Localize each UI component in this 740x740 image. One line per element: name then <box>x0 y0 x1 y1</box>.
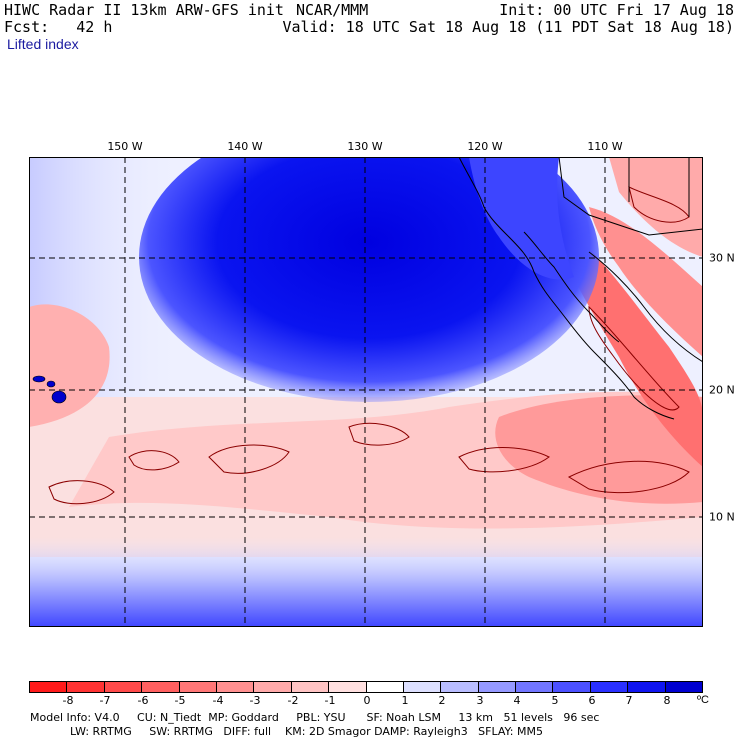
colorbar-swatch <box>365 682 403 692</box>
colorbar <box>29 681 703 693</box>
hawaii-west-unstable <box>29 304 110 427</box>
colorbar-tick: -7 <box>99 694 111 707</box>
equatorial-stable-band <box>29 537 703 627</box>
lon-label-120w: 120 W <box>467 140 503 153</box>
colorbar-tick: -2 <box>287 694 299 707</box>
colorbar-tick: 0 <box>363 694 371 707</box>
colorbar-tick: -3 <box>249 694 261 707</box>
colorbar-tick: 8 <box>663 694 671 707</box>
colorbar-swatch <box>178 682 216 692</box>
lon-label-130w: 130 W <box>347 140 383 153</box>
colorbar-swatch <box>103 682 142 692</box>
org-label: NCAR/MMM <box>296 1 369 19</box>
field-name: Lifted index <box>7 36 79 52</box>
lat-lon-grid <box>29 157 703 627</box>
colorbar-tick: 6 <box>588 694 596 707</box>
hawaii-islands <box>32 375 67 404</box>
colorbar-tick: -5 <box>174 694 186 707</box>
lon-label-110w: 110 W <box>587 140 623 153</box>
lifted-index-map <box>29 157 703 627</box>
lat-label-20n: 20 N <box>709 383 735 397</box>
model-info-line-1: Model Info: V4.0 CU: N_Tiedt MP: Goddard… <box>30 711 600 724</box>
colorbar-swatch <box>66 682 104 692</box>
lon-label-140w: 140 W <box>227 140 263 153</box>
map-frame <box>29 157 703 627</box>
colorbar-swatch <box>30 682 67 692</box>
colorbar-tick: -8 <box>62 694 74 707</box>
colorbar-tick: -4 <box>212 694 224 707</box>
init-time: Init: 00 UTC Fri 17 Aug 18 <box>499 1 734 19</box>
colorbar-swatch <box>290 682 329 692</box>
colorbar-swatch <box>440 682 478 692</box>
lifted-index-contours <box>48 186 690 505</box>
colorbar-tick: 5 <box>551 694 559 707</box>
colorbar-tick: 4 <box>513 694 521 707</box>
colorbar-swatch <box>627 682 665 692</box>
colorbar-swatch <box>477 682 516 692</box>
colorbar-tick: 7 <box>625 694 633 707</box>
colorbar-swatch <box>215 682 254 692</box>
coastal-stable-wedge <box>469 157 574 280</box>
colorbar-swatch <box>515 682 553 692</box>
colorbar-tick: 2 <box>438 694 446 707</box>
colorbar-tick: -1 <box>324 694 336 707</box>
colorbar-swatch <box>552 682 590 692</box>
model-title: HIWC Radar II 13km ARW-GFS init <box>4 1 284 19</box>
model-info-line-2: LW: RRTMG SW: RRTMG DIFF: full KM: 2D Sm… <box>70 725 543 738</box>
lat-label-30n: 30 N <box>709 251 735 265</box>
forecast-hour: Fcst: 42 h <box>4 18 113 36</box>
colorbar-unit: ºC <box>697 694 709 706</box>
colorbar-swatch <box>589 682 628 692</box>
valid-time: Valid: 18 UTC Sat 18 Aug 18 (11 PDT Sat … <box>282 18 734 36</box>
colorbar-swatch <box>253 682 291 692</box>
colorbar-swatch <box>328 682 366 692</box>
colorbar-tick: -6 <box>137 694 149 707</box>
gulf-california-unstable <box>589 207 703 357</box>
colorbar-swatch <box>141 682 179 692</box>
lat-label-10n: 10 N <box>709 510 735 524</box>
colorbar-tick: 3 <box>476 694 484 707</box>
lon-label-150w: 150 W <box>107 140 143 153</box>
colorbar-tick: 1 <box>401 694 409 707</box>
colorbar-swatch <box>664 682 703 692</box>
east-unstable-tongue <box>495 395 703 504</box>
colorbar-swatch <box>402 682 441 692</box>
subtropical-high-stable <box>139 157 599 402</box>
